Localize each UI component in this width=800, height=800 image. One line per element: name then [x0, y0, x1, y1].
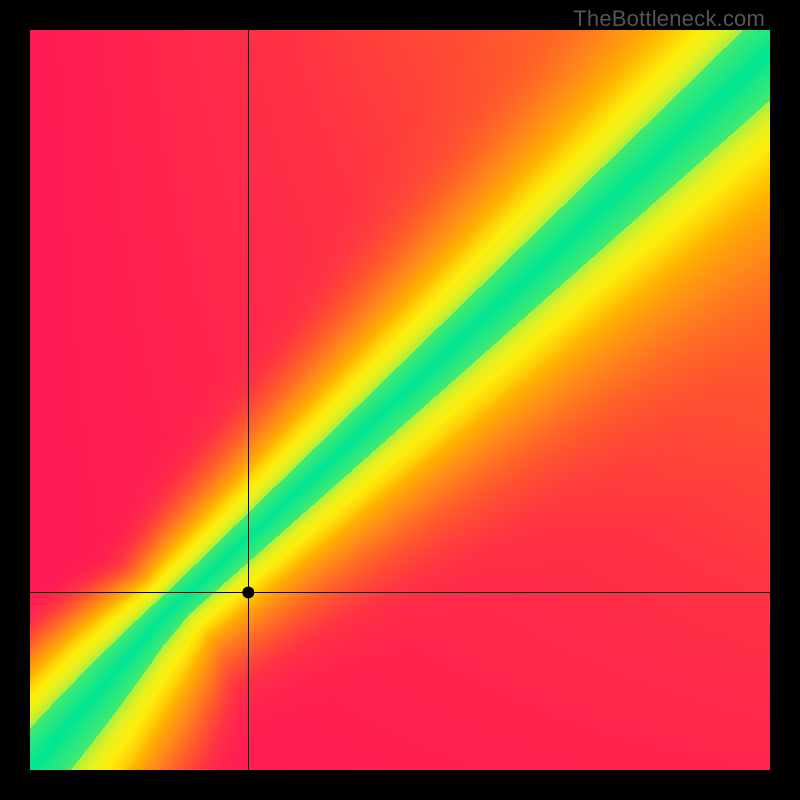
bottleneck-heatmap	[0, 0, 800, 800]
chart-container: TheBottleneck.com	[0, 0, 800, 800]
watermark-text: TheBottleneck.com	[573, 6, 765, 32]
